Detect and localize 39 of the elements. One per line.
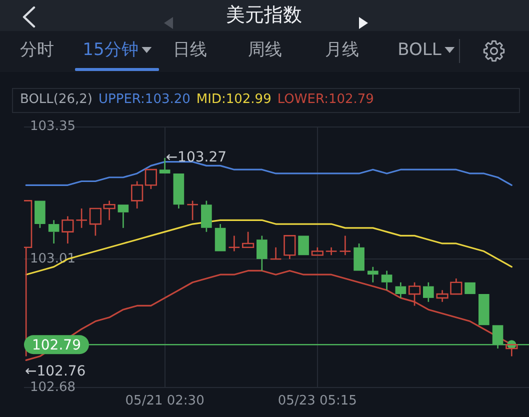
candlestick [256, 235, 268, 272]
candlestick [76, 208, 88, 229]
chart-title: 美元指数 [226, 4, 302, 26]
x-tick-label: 05/23 05:15 [278, 394, 357, 409]
x-tick-label: 05/21 02:30 [125, 394, 204, 409]
candlestick [173, 173, 184, 210]
candlestick [89, 208, 102, 236]
candlestick [395, 282, 406, 299]
text: BOLL [398, 39, 442, 61]
y-tick-label: 103.35 [30, 119, 76, 134]
candlestick [131, 180, 144, 210]
candlestick [339, 235, 352, 256]
text: UPPER:103.20 [98, 92, 190, 108]
text: 15分钟 [82, 39, 138, 61]
candlestick [242, 231, 254, 248]
ref-line-label: 102.79 [32, 337, 81, 354]
candlestick [186, 200, 199, 221]
text: MID:102.99 [196, 92, 272, 108]
y-tick-label: 102.68 [30, 380, 76, 395]
candlestick [381, 270, 392, 291]
candlestick [368, 266, 378, 284]
text: 周线 [248, 39, 282, 61]
candlestick [325, 246, 338, 256]
candlestick [103, 200, 116, 221]
candlestick [48, 220, 60, 244]
annotation: ←103.27 [166, 150, 227, 166]
legend-title: BOLL(26,2) [20, 92, 92, 108]
annotation: ←102.76 [25, 363, 86, 380]
candlestick [408, 282, 421, 306]
candlestick [62, 216, 74, 244]
candlestick [270, 246, 282, 260]
candlestick [228, 235, 240, 252]
text: 日线 [173, 39, 207, 61]
text: LOWER:102.79 [277, 92, 374, 108]
text: 月线 [325, 39, 359, 61]
candlestick [284, 235, 296, 260]
candlestick [118, 204, 129, 229]
text: 分时 [20, 39, 54, 61]
candlestick [214, 223, 226, 252]
